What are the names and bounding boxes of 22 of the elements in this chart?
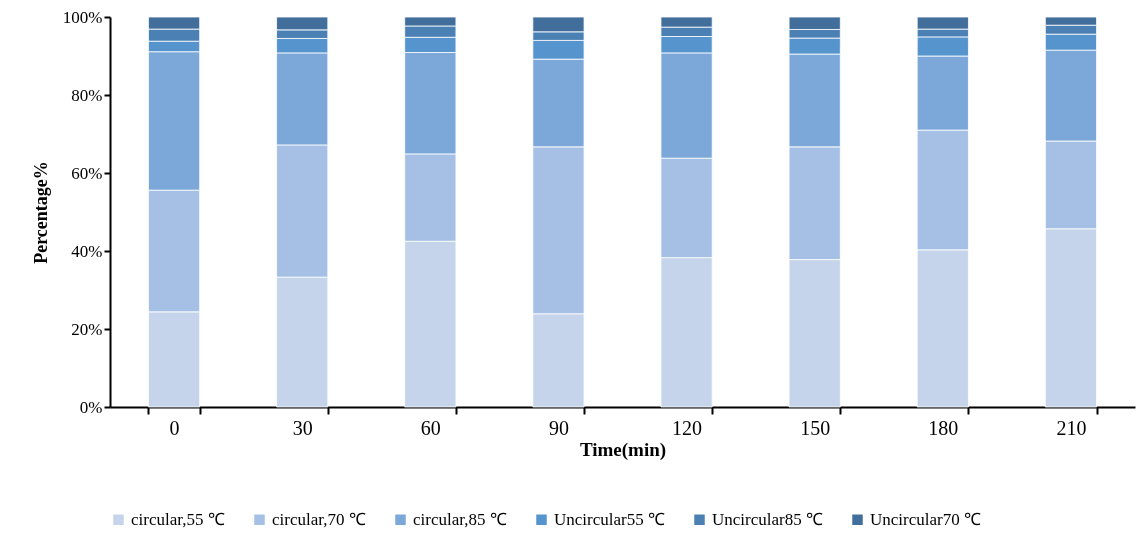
x-tick-label: 60 bbox=[420, 416, 441, 439]
y-axis-title: Percentage% bbox=[30, 161, 51, 264]
legend-label: circular,55 ℃ bbox=[131, 509, 225, 529]
legend-label: Uncircular55 ℃ bbox=[554, 509, 665, 529]
x-tick-label: 120 bbox=[672, 416, 703, 439]
legend-label: Uncircular85 ℃ bbox=[712, 509, 823, 529]
y-tick-label: 100% bbox=[62, 7, 103, 27]
legend-label: circular,85 ℃ bbox=[413, 509, 507, 529]
x-tick-label: 30 bbox=[292, 416, 313, 439]
y-tick-label: 40% bbox=[71, 241, 103, 261]
x-tick-label: 210 bbox=[1056, 416, 1087, 439]
y-tick-label: 20% bbox=[71, 319, 103, 339]
y-tick-label: 80% bbox=[71, 85, 103, 105]
x-tick-label: 90 bbox=[548, 416, 569, 439]
legend-label: Uncircular70 ℃ bbox=[870, 509, 981, 529]
legend-label: circular,70 ℃ bbox=[272, 509, 366, 529]
y-tick-label: 60% bbox=[71, 163, 103, 183]
x-axis-title: Time(min) bbox=[579, 438, 667, 461]
y-tick-label: 0% bbox=[79, 397, 103, 417]
x-tick-label: 0 bbox=[169, 416, 180, 439]
x-tick-label: 150 bbox=[800, 416, 831, 439]
x-tick-label: 180 bbox=[928, 416, 959, 439]
